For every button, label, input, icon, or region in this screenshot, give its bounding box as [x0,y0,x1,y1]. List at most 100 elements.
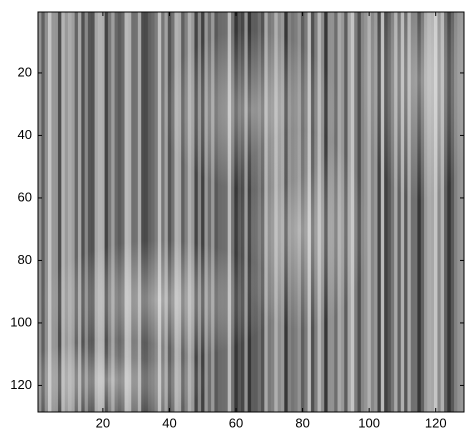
image-stripe [161,12,165,412]
image-stripe [400,12,405,412]
image-stripe [54,12,59,412]
x-tick-label: 20 [96,415,110,430]
image-stripe [397,12,402,412]
image-stripe [201,12,205,412]
image-stripe [184,12,189,412]
image-stripe [44,12,49,412]
image-stripe [417,12,422,412]
image-stripe [377,12,382,412]
image-stripe [447,12,452,412]
image-stripe [167,12,172,412]
image-stripe [174,12,179,412]
image-stripe [221,12,225,412]
image-stripe [410,12,415,412]
image-stripe [430,12,435,412]
image-stripe [177,12,182,412]
image-stripe [141,12,145,412]
image-stripe [434,12,438,412]
image-stripe [454,12,458,412]
image-stripe [171,12,175,412]
y-tick-label: 60 [18,189,32,204]
image-shade [40,240,280,360]
image-stripe [211,12,215,412]
image-stripe [81,12,85,412]
image-stripe [181,12,185,412]
x-tick-label: 60 [229,415,243,430]
image-stripe [214,12,219,412]
image-stripe [164,12,169,412]
image-stripe [154,12,159,412]
axes: 20 40 60 80 100 120 20 40 60 80 100 120 [10,11,465,430]
image-shade [38,340,210,412]
image-stripe [197,12,202,412]
image-shade [360,12,464,200]
image-stripe [38,12,42,412]
image-stripe [71,12,76,412]
image-stripe [427,12,432,412]
image-stripe [374,12,378,412]
image-stripe [217,12,222,412]
image-stripe [404,12,408,412]
image-stripe [187,12,192,412]
image-stripe [137,12,142,412]
image-stripe [460,12,464,412]
image-stripe [380,12,385,412]
x-tick-label: 100 [358,415,380,430]
image-stripe [384,12,388,412]
y-tick-label: 100 [10,314,32,329]
image-stripe [91,12,95,412]
image-stripe [394,12,398,412]
image-stripe [390,12,395,412]
image-stripe [194,12,199,412]
x-tick-label: 80 [295,415,309,430]
image-stripe [224,12,229,412]
image-stripe [67,12,72,412]
x-tick-label: 120 [425,415,447,430]
image-stripe [444,12,448,412]
image-stripe [424,12,428,412]
image-stripe [457,12,462,412]
image-stripe [107,12,112,412]
image-stripe [61,12,66,412]
image-stripe [420,12,425,412]
image-stripe [84,12,89,412]
image-stripe [97,12,102,412]
image-stripe [117,12,122,412]
y-tick-label: 120 [10,377,32,392]
image-stripe [101,12,105,412]
image-stripe [204,12,209,412]
image-stripe [370,12,375,412]
image-stripe [147,12,152,412]
image [38,12,464,412]
image-stripe [111,12,115,412]
y-tick-label: 40 [18,127,32,142]
x-tick-label: 40 [162,415,176,430]
image-stripe [191,12,195,412]
image-stripe [124,12,129,412]
image-stripe [41,12,46,412]
image-stripe [114,12,119,412]
image-stripe [134,12,139,412]
image-stripe [64,12,69,412]
image-stripe [47,12,52,412]
axes-box [37,11,465,413]
image-stripe [77,12,82,412]
image-stripe [104,12,109,412]
image-stripe [51,12,56,412]
image-stripe [57,12,62,412]
image-stripe [367,12,372,412]
image-stripe [121,12,125,412]
image-stripe [450,12,455,412]
y-tick-label: 20 [18,64,32,79]
image-stripe [227,12,232,412]
image-stripe [440,12,445,412]
image-stripe [387,12,392,412]
image-stripe [144,12,149,412]
image-stripe [437,12,442,412]
image-stripe [131,12,135,412]
image-stripe [87,12,92,412]
image-stripe [127,12,132,412]
image-stripe [151,12,155,412]
